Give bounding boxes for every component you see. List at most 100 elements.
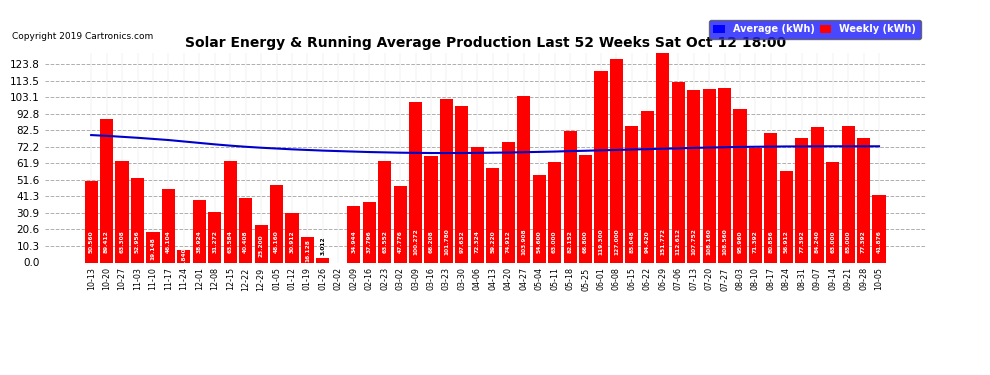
Text: 63.000: 63.000 <box>552 230 557 253</box>
Bar <box>455 106 468 262</box>
Bar <box>394 186 407 262</box>
Text: 54.600: 54.600 <box>537 230 542 253</box>
Bar <box>425 156 438 262</box>
Bar <box>764 133 777 262</box>
Text: 89.412: 89.412 <box>104 230 109 253</box>
Text: 48.160: 48.160 <box>274 230 279 253</box>
Text: 56.912: 56.912 <box>784 230 789 253</box>
Text: 97.632: 97.632 <box>459 230 464 253</box>
Bar <box>857 138 870 262</box>
Bar <box>502 142 515 262</box>
Text: 47.776: 47.776 <box>398 230 403 253</box>
Text: 85.048: 85.048 <box>630 230 635 253</box>
Bar <box>317 258 330 262</box>
Bar <box>671 82 685 262</box>
Bar <box>347 207 360 262</box>
Text: 41.876: 41.876 <box>876 230 881 253</box>
Bar <box>533 175 545 262</box>
Text: 52.956: 52.956 <box>135 230 140 253</box>
Text: 34.944: 34.944 <box>351 230 356 253</box>
Bar <box>579 155 592 262</box>
Bar <box>718 88 732 262</box>
Text: 71.392: 71.392 <box>753 230 758 253</box>
Text: 95.960: 95.960 <box>738 230 742 253</box>
Text: 94.420: 94.420 <box>644 230 649 253</box>
Text: 72.324: 72.324 <box>475 230 480 253</box>
Text: 3.012: 3.012 <box>321 237 326 255</box>
Text: 77.392: 77.392 <box>799 230 804 253</box>
Text: 66.208: 66.208 <box>429 230 434 253</box>
Text: 63.552: 63.552 <box>382 230 387 253</box>
Text: 108.160: 108.160 <box>707 228 712 255</box>
Bar <box>362 202 376 262</box>
Text: 80.856: 80.856 <box>768 230 773 253</box>
Bar <box>177 250 190 262</box>
Text: 82.152: 82.152 <box>567 230 572 253</box>
Text: 107.752: 107.752 <box>691 228 696 255</box>
Bar <box>626 126 639 262</box>
Text: 40.408: 40.408 <box>244 230 248 253</box>
Text: 101.780: 101.780 <box>444 228 449 255</box>
Text: 66.800: 66.800 <box>583 230 588 253</box>
Text: Copyright 2019 Cartronics.com: Copyright 2019 Cartronics.com <box>12 32 153 41</box>
Text: 151.772: 151.772 <box>660 228 665 255</box>
Text: 46.104: 46.104 <box>166 230 171 253</box>
Bar <box>703 89 716 262</box>
Bar <box>811 128 824 262</box>
Bar <box>131 178 145 262</box>
Bar <box>254 225 267 262</box>
Text: 50.560: 50.560 <box>89 230 94 253</box>
Bar <box>270 185 283 262</box>
Text: 30.912: 30.912 <box>289 230 294 253</box>
Text: 112.612: 112.612 <box>676 228 681 255</box>
Text: 19.148: 19.148 <box>150 237 155 260</box>
Bar <box>409 102 422 262</box>
Bar <box>656 19 669 262</box>
Bar <box>285 213 299 262</box>
Text: 23.200: 23.200 <box>258 234 263 257</box>
Bar <box>301 237 314 262</box>
Bar <box>440 99 453 262</box>
Bar <box>594 71 608 262</box>
Bar <box>100 119 113 262</box>
Text: 37.796: 37.796 <box>366 230 371 253</box>
Title: Solar Energy & Running Average Production Last 52 Weeks Sat Oct 12 18:00: Solar Energy & Running Average Productio… <box>184 36 786 50</box>
Bar <box>641 111 653 262</box>
Bar <box>161 189 175 262</box>
Bar <box>193 200 206 262</box>
Text: 100.272: 100.272 <box>413 228 418 255</box>
Bar <box>687 90 700 262</box>
Text: 119.300: 119.300 <box>599 228 604 255</box>
Text: 63.000: 63.000 <box>831 230 836 253</box>
Legend: Average (kWh), Weekly (kWh): Average (kWh), Weekly (kWh) <box>709 20 921 39</box>
Text: 16.128: 16.128 <box>305 239 310 262</box>
Text: 31.272: 31.272 <box>212 230 217 253</box>
Bar <box>748 148 762 262</box>
Text: 108.560: 108.560 <box>722 228 727 255</box>
Text: 127.000: 127.000 <box>614 228 619 255</box>
Bar <box>780 171 793 262</box>
Text: 38.924: 38.924 <box>197 230 202 253</box>
Text: 63.308: 63.308 <box>120 230 125 253</box>
Bar <box>548 162 561 262</box>
Bar <box>378 160 391 262</box>
Text: 84.240: 84.240 <box>815 230 820 253</box>
Bar <box>842 126 854 262</box>
Bar <box>239 198 252 262</box>
Text: 85.000: 85.000 <box>845 230 850 253</box>
Bar <box>610 59 623 262</box>
Bar <box>147 232 159 262</box>
Bar <box>826 162 840 262</box>
Bar <box>734 109 746 262</box>
Text: 77.392: 77.392 <box>861 230 866 253</box>
Text: 63.584: 63.584 <box>228 230 233 253</box>
Bar <box>224 160 237 262</box>
Text: 103.908: 103.908 <box>521 228 527 255</box>
Bar <box>116 161 129 262</box>
Bar <box>517 96 531 262</box>
Text: 74.912: 74.912 <box>506 230 511 253</box>
Text: 59.220: 59.220 <box>490 230 495 253</box>
Bar <box>84 182 98 262</box>
Bar <box>471 147 484 262</box>
Bar <box>208 212 222 262</box>
